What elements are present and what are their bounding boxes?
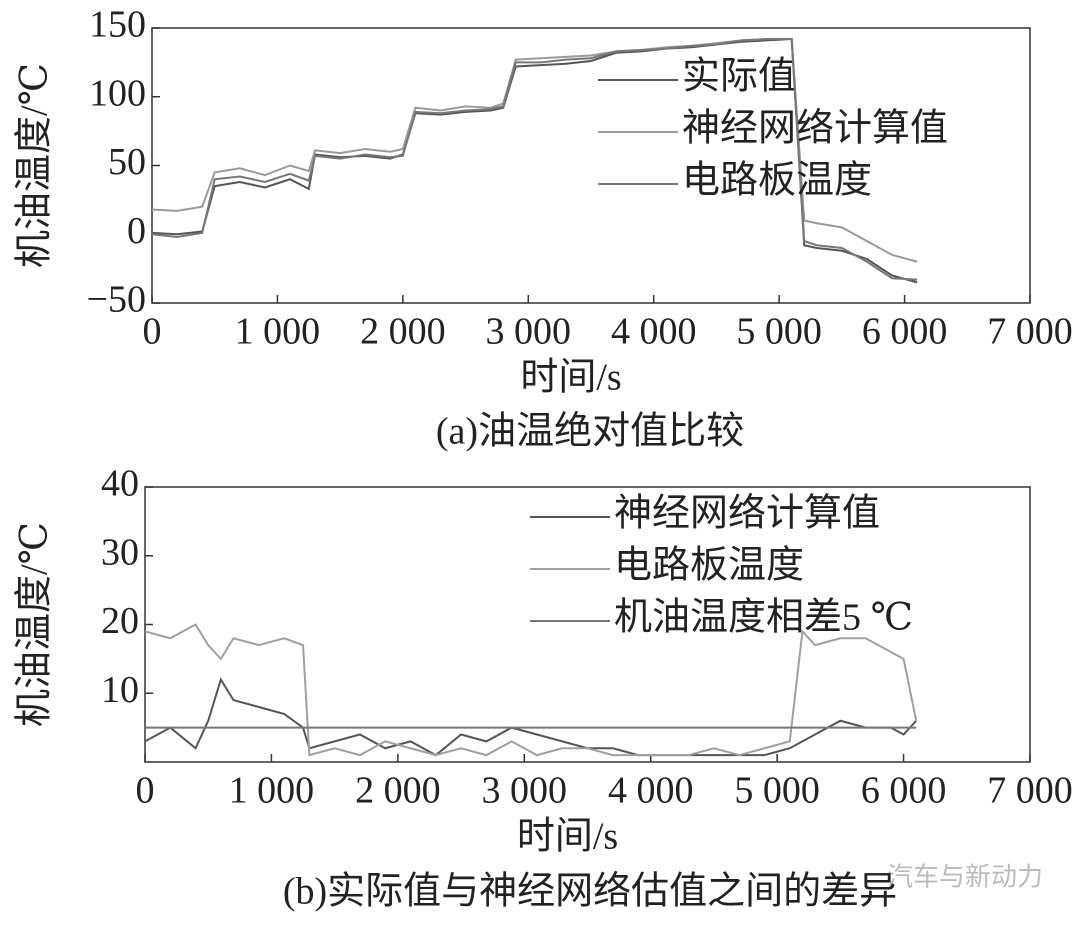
y-tick-label: 0: [127, 210, 146, 252]
y-axis-label: 机油温度/℃: [14, 522, 56, 727]
y-tick-label: 150: [89, 4, 146, 46]
x-tick-label: 4 000: [611, 311, 697, 353]
x-tick-label: 4 000: [608, 770, 694, 812]
x-tick-label: 5 000: [736, 311, 822, 353]
legend-label: 电路板温度: [682, 160, 872, 202]
series-line: [151, 38, 918, 281]
x-tick-label: 1 000: [229, 770, 315, 812]
watermark: 汽车与新动力: [887, 863, 1043, 893]
plot-frame: [151, 27, 1031, 304]
y-axis-label: 机油温度/℃: [14, 63, 56, 268]
y-tick-label: 30: [101, 531, 139, 573]
x-tick-label: 0: [143, 311, 162, 353]
y-tick-label: 40: [101, 463, 139, 505]
legend-label: 电路板温度: [614, 545, 804, 587]
x-tick-label: 7 000: [987, 770, 1073, 812]
x-tick-label: 3 000: [486, 311, 572, 353]
y-tick-label: 10: [101, 669, 139, 711]
x-tick-label: 5 000: [734, 770, 820, 812]
y-tick-label: 20: [101, 600, 139, 642]
x-axis-label: 时间/s: [520, 357, 621, 399]
x-tick-label: 6 000: [861, 770, 947, 812]
series-line: [144, 677, 917, 757]
x-tick-label: 2 000: [355, 770, 441, 812]
y-tick-label: 50: [108, 141, 146, 183]
x-tick-label: 1 000: [235, 311, 321, 353]
y-tick-label: 100: [89, 72, 146, 114]
x-tick-label: 7 000: [987, 311, 1073, 353]
x-tick-label: 6 000: [862, 311, 948, 353]
x-axis-label: 时间/s: [517, 816, 618, 858]
caption: (b)实际值与神经网络估值之间的差异: [283, 871, 897, 913]
y-tick-label: −50: [87, 279, 146, 321]
legend-label: 实际值: [682, 56, 796, 98]
x-tick-label: 3 000: [482, 770, 568, 812]
caption: (a)油温绝对值比较: [436, 411, 744, 453]
x-tick-label: 0: [136, 770, 155, 812]
x-tick-label: 2 000: [360, 311, 446, 353]
legend-label: 机油温度相差5 ℃: [614, 597, 913, 639]
series-line: [144, 623, 918, 757]
legend-label: 神经网络计算值: [614, 493, 880, 535]
legend-label: 神经网络计算值: [682, 108, 948, 150]
